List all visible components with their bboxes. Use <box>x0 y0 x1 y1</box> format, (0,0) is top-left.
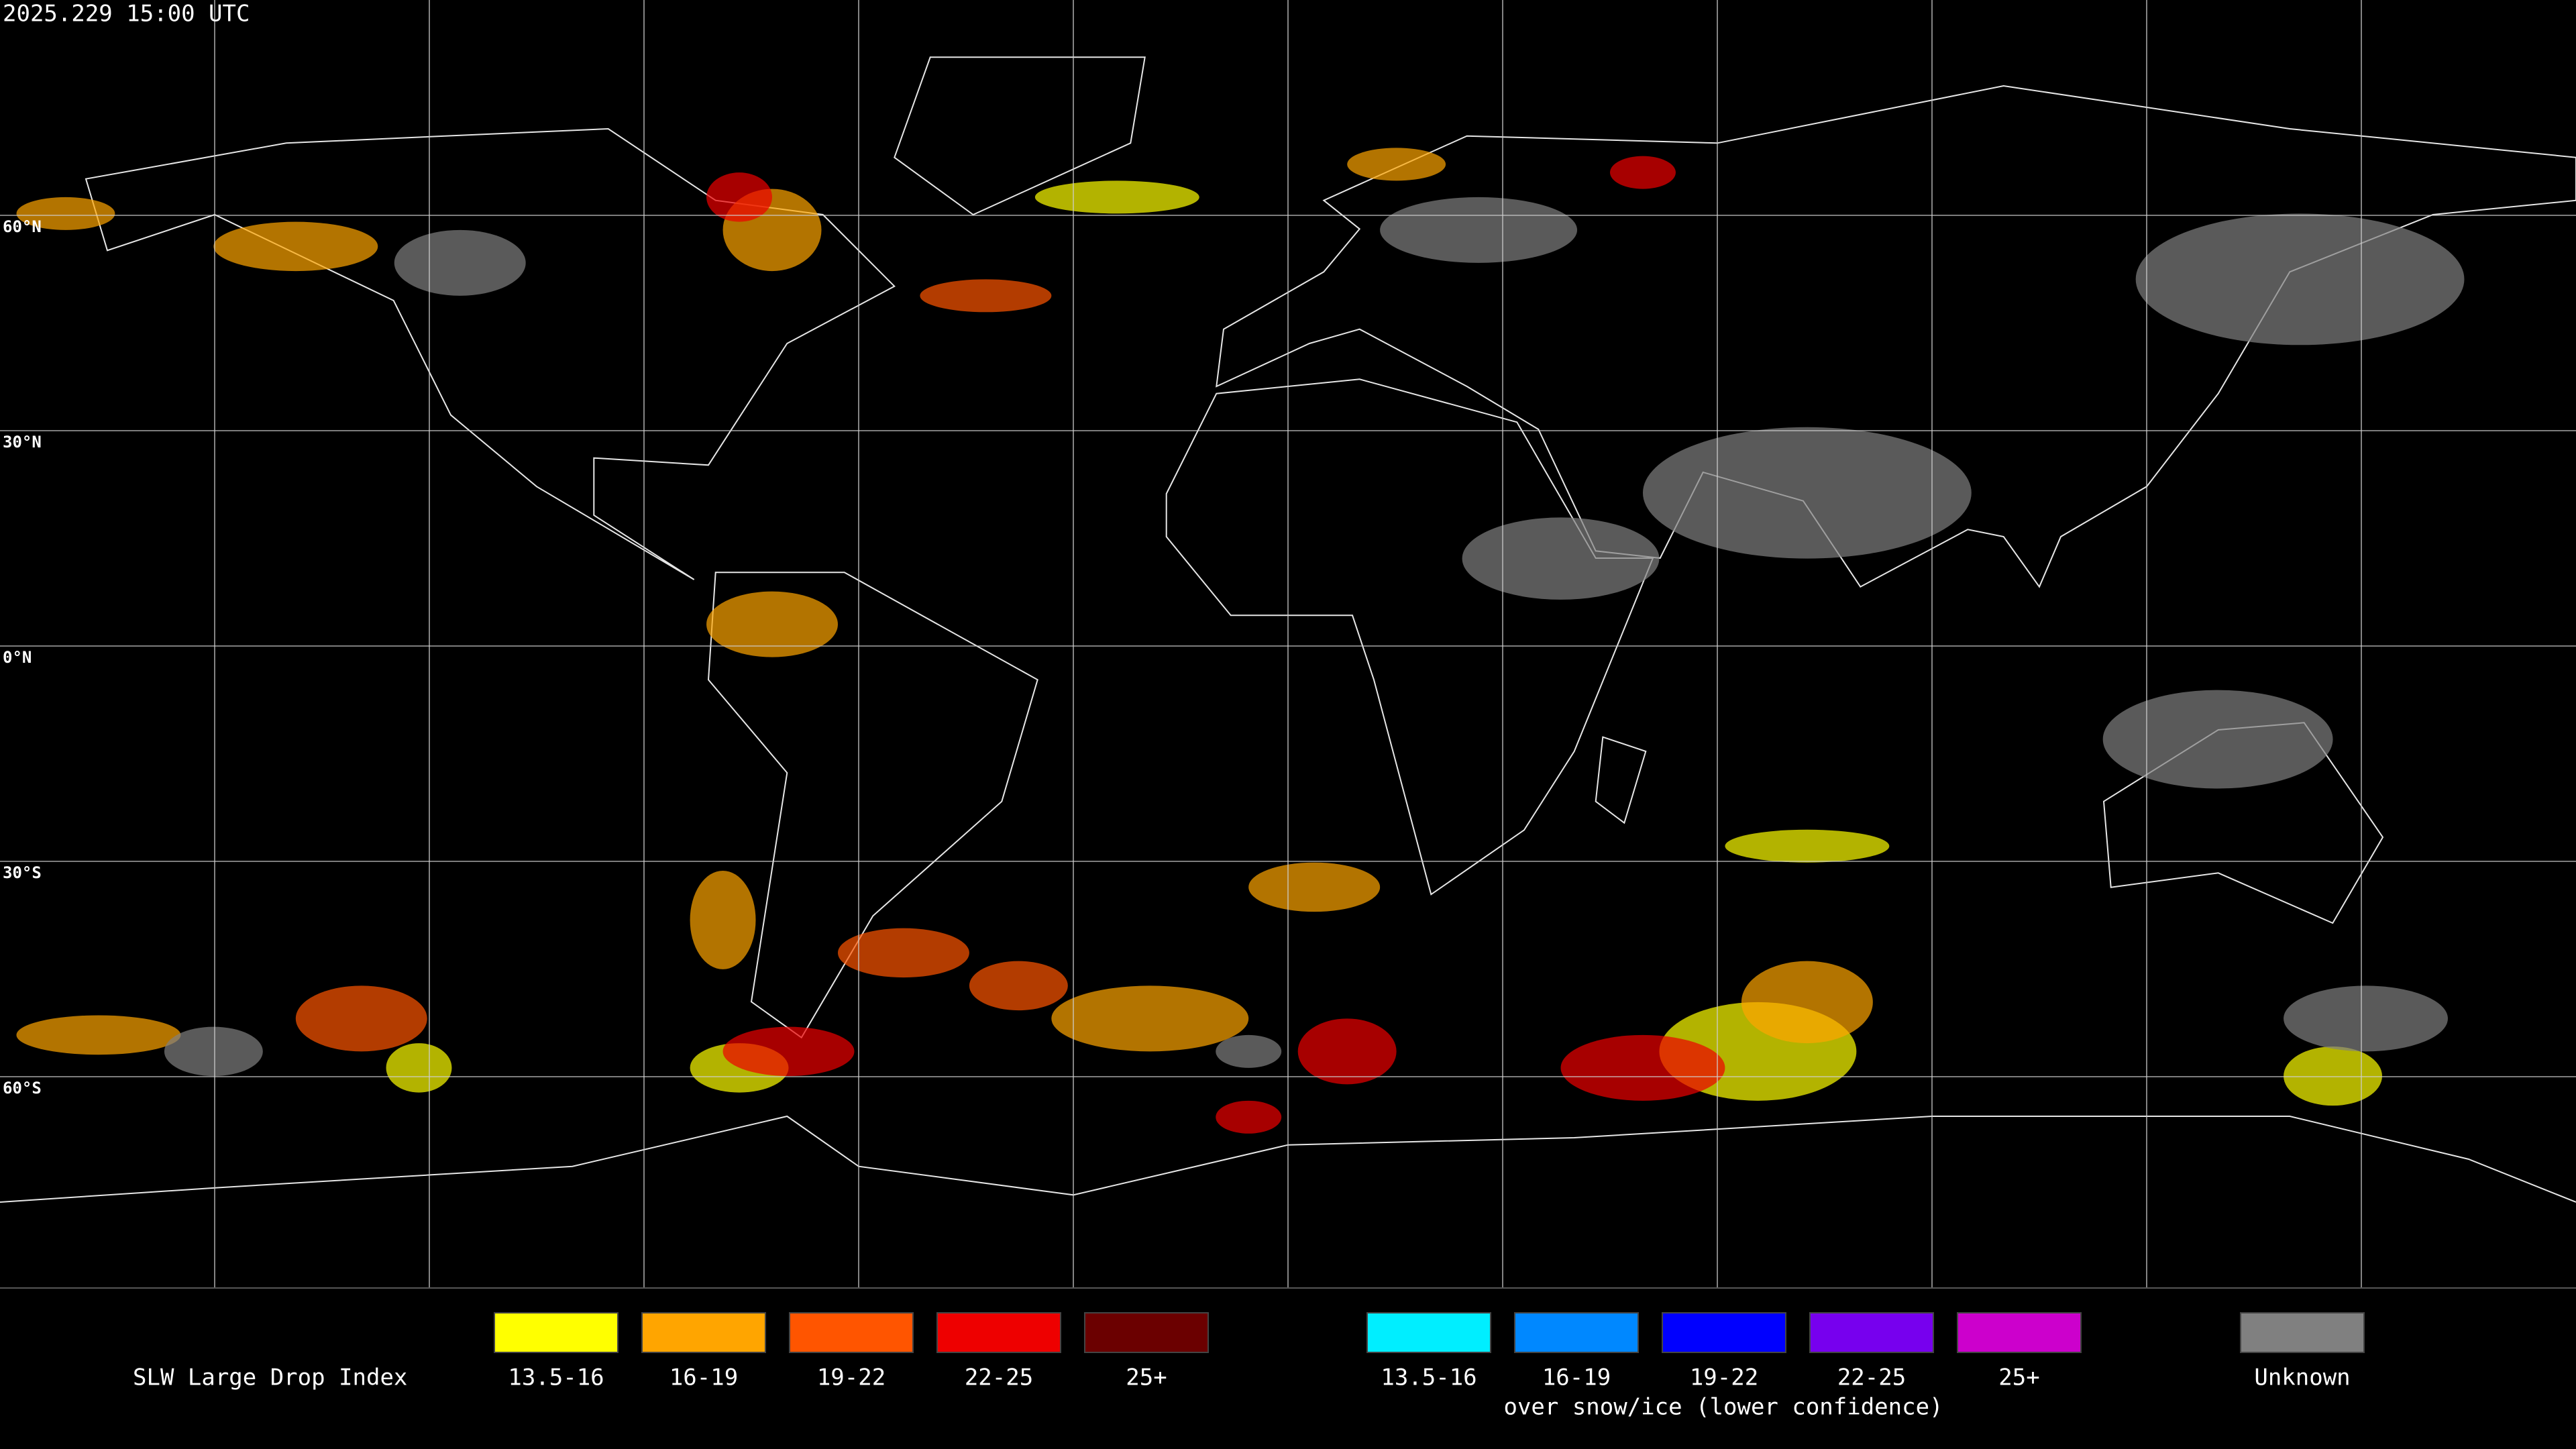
coastline <box>1595 736 1647 824</box>
cloud-patch <box>1051 985 1249 1052</box>
legend-swatch <box>789 1312 914 1353</box>
legend-title: SLW Large Drop Index <box>133 1364 407 1391</box>
cloud-patch <box>295 985 427 1052</box>
legend-swatch <box>936 1312 1061 1353</box>
latitude-label: 0°N <box>3 648 32 667</box>
cloud-patch <box>1248 862 1381 912</box>
cloud-patch <box>690 870 756 969</box>
cloud-patch <box>16 1015 181 1055</box>
cloud-patch <box>706 591 838 657</box>
legend-note: over snow/ice (lower confidence) <box>1503 1394 1943 1421</box>
cloud-patch <box>1380 197 1578 263</box>
legend-swatch <box>641 1312 766 1353</box>
cloud-patch <box>706 172 773 222</box>
legend-swatch <box>1809 1312 1934 1353</box>
cloud-patch <box>213 221 378 272</box>
legend-label: 22-25 <box>1837 1364 1906 1391</box>
legend-label: 19-22 <box>1690 1364 1758 1391</box>
legend: SLW Large Drop Index 13.5-16 16-19 19-22 22… <box>133 1312 2365 1421</box>
legend-label: Unknown <box>2254 1364 2350 1391</box>
cloud-patch <box>164 1026 263 1077</box>
cloud-patch <box>1216 1100 1282 1134</box>
coastline <box>0 1115 2576 1203</box>
coastline <box>85 127 896 580</box>
legend-swatch <box>1957 1312 2082 1353</box>
cloud-patch <box>920 279 1052 313</box>
cloud-patch <box>1297 1018 1397 1085</box>
legend-swatch <box>1514 1312 1639 1353</box>
legend-label: 19-22 <box>817 1364 885 1391</box>
legend-label: 25+ <box>1998 1364 2039 1391</box>
cloud-patch <box>386 1043 452 1093</box>
latitude-label: 30°S <box>3 863 42 882</box>
legend-swatch <box>494 1312 619 1353</box>
legend-label: 13.5-16 <box>1381 1364 1477 1391</box>
cloud-patch <box>837 928 969 978</box>
legend-label: 22-25 <box>965 1364 1033 1391</box>
cloud-patch <box>2284 985 2448 1052</box>
timestamp: 2025.229 15:00 UTC <box>3 1 250 28</box>
map: 60°N 30°N 0°N 30°S 60°S <box>0 0 2576 1288</box>
cloud-patch <box>722 1026 855 1077</box>
legend-label: 25+ <box>1126 1364 1167 1391</box>
cloud-patch <box>1725 829 1890 863</box>
cloud-patch <box>16 197 115 230</box>
cloud-patch <box>394 229 526 296</box>
coastline <box>894 56 1146 216</box>
cloud-patch <box>1642 427 1972 559</box>
legend-swatch <box>1662 1312 1786 1353</box>
cloud-patch <box>1741 961 1873 1044</box>
cloud-patch <box>1610 156 1676 189</box>
cloud-patch <box>1560 1034 1725 1101</box>
cloud-patch <box>969 961 1068 1011</box>
cloud-patch <box>2135 213 2465 345</box>
legend-swatch <box>1084 1312 1209 1353</box>
latitude-label: 60°S <box>3 1079 42 1097</box>
cloud-patch <box>1462 517 1660 600</box>
cloud-patch <box>1034 180 1199 214</box>
coastline <box>707 572 1038 1039</box>
cloud-patch <box>2284 1046 2383 1106</box>
latitude-label: 60°N <box>3 217 42 236</box>
cloud-patch <box>2102 690 2333 789</box>
legend-swatch <box>1366 1312 1491 1353</box>
latitude-label: 30°N <box>3 433 42 451</box>
coastline <box>1165 378 1654 896</box>
cloud-patch <box>1347 148 1446 181</box>
legend-label: 16-19 <box>669 1364 738 1391</box>
cloud-patch <box>1216 1034 1282 1068</box>
legend-label: 16-19 <box>1542 1364 1611 1391</box>
legend-swatch <box>2240 1312 2365 1353</box>
legend-label: 13.5-16 <box>508 1364 604 1391</box>
